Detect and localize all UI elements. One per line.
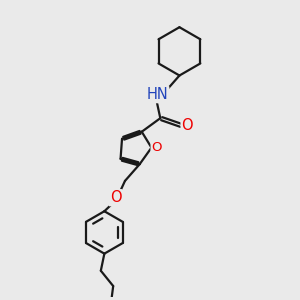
Text: O: O (152, 141, 162, 154)
Text: O: O (110, 190, 122, 205)
Text: O: O (182, 118, 193, 133)
Text: HN: HN (146, 87, 168, 102)
